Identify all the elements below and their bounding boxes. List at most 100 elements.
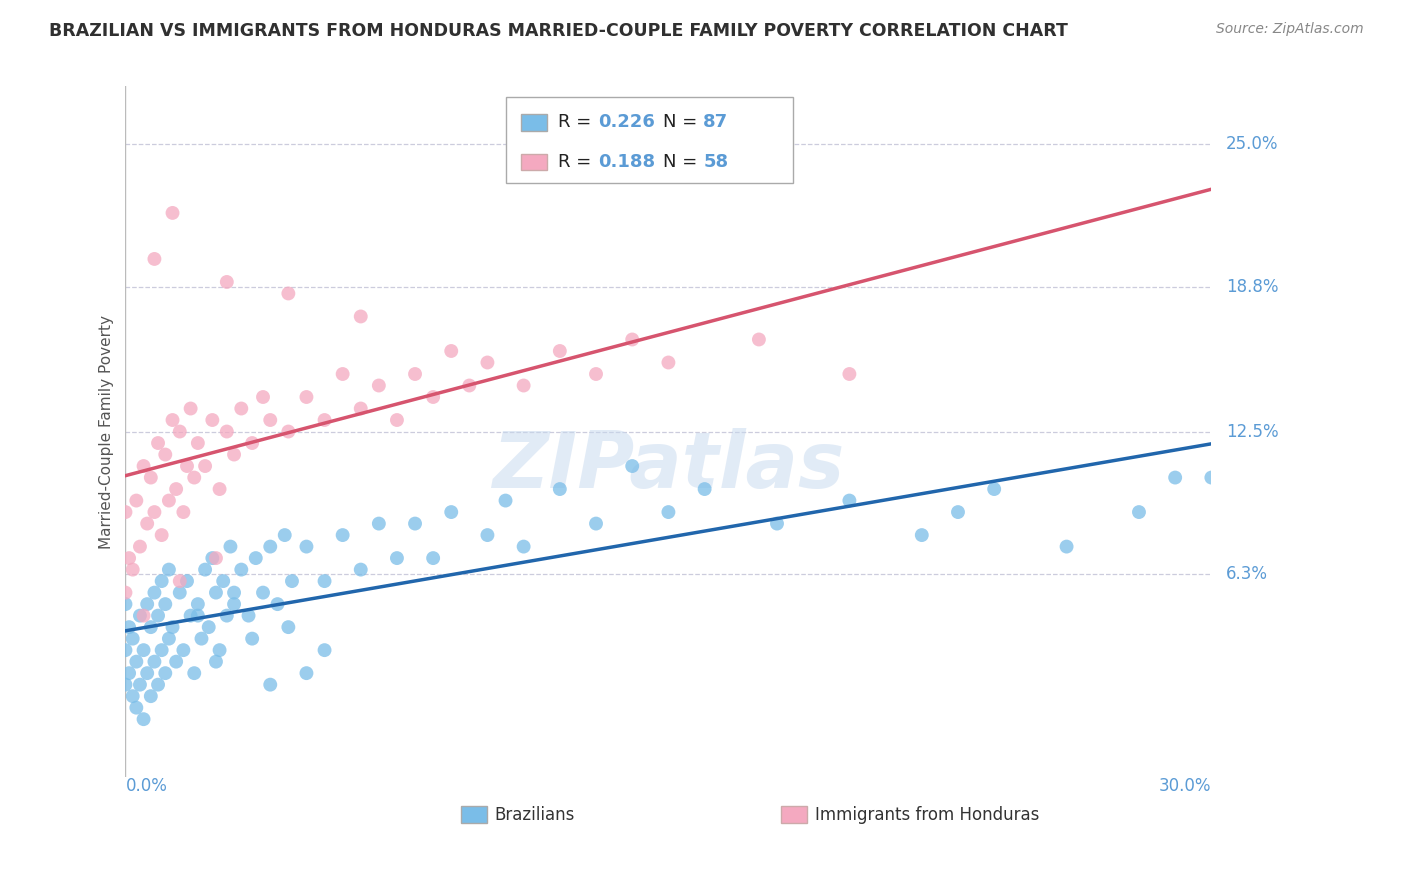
Point	[281, 574, 304, 588]
Point	[169, 574, 191, 588]
Point	[219, 540, 242, 554]
Point	[143, 252, 166, 266]
Point	[215, 275, 238, 289]
Text: 12.5%: 12.5%	[1226, 423, 1278, 441]
Point	[440, 505, 463, 519]
Point	[150, 643, 173, 657]
Point	[693, 482, 716, 496]
Point	[114, 643, 136, 657]
Point	[162, 206, 184, 220]
Point	[404, 516, 426, 531]
Point	[621, 333, 644, 347]
Text: N =: N =	[664, 113, 703, 131]
Point	[1201, 470, 1223, 484]
Point	[139, 620, 162, 634]
Y-axis label: Married-Couple Family Poverty: Married-Couple Family Poverty	[100, 315, 114, 549]
Text: 0.0%: 0.0%	[125, 777, 167, 795]
FancyBboxPatch shape	[506, 96, 793, 183]
Point	[385, 413, 408, 427]
Text: 0.188: 0.188	[598, 153, 655, 171]
Point	[1056, 540, 1078, 554]
Text: N =: N =	[664, 153, 703, 171]
Text: Source: ZipAtlas.com: Source: ZipAtlas.com	[1216, 22, 1364, 37]
Point	[512, 540, 534, 554]
FancyBboxPatch shape	[520, 153, 547, 170]
Point	[125, 700, 148, 714]
Point	[252, 390, 274, 404]
Point	[1128, 505, 1150, 519]
Point	[585, 516, 607, 531]
Point	[132, 643, 155, 657]
Point	[143, 655, 166, 669]
FancyBboxPatch shape	[461, 806, 486, 823]
Point	[838, 367, 860, 381]
Point	[118, 620, 141, 634]
Point	[155, 666, 177, 681]
Point	[512, 378, 534, 392]
Point	[136, 516, 159, 531]
Point	[240, 436, 263, 450]
Point	[295, 666, 318, 681]
Point	[314, 574, 336, 588]
Point	[132, 458, 155, 473]
Point	[548, 343, 571, 358]
Point	[172, 505, 194, 519]
Point	[274, 528, 297, 542]
Point	[136, 666, 159, 681]
Point	[114, 678, 136, 692]
Point	[176, 458, 198, 473]
Point	[125, 493, 148, 508]
Point	[222, 585, 245, 599]
FancyBboxPatch shape	[520, 114, 547, 131]
Text: 87: 87	[703, 113, 728, 131]
Point	[208, 482, 231, 496]
Point	[548, 482, 571, 496]
Point	[295, 540, 318, 554]
Point	[197, 620, 219, 634]
Point	[240, 632, 263, 646]
Point	[404, 367, 426, 381]
Point	[157, 493, 180, 508]
Point	[146, 608, 169, 623]
Point	[187, 597, 209, 611]
Point	[172, 643, 194, 657]
Point	[222, 448, 245, 462]
Point	[314, 413, 336, 427]
Point	[129, 540, 152, 554]
Point	[183, 666, 205, 681]
Point	[440, 343, 463, 358]
Point	[277, 286, 299, 301]
Point	[259, 413, 281, 427]
Point	[367, 516, 389, 531]
Point	[169, 585, 191, 599]
Point	[183, 470, 205, 484]
Point	[114, 505, 136, 519]
Point	[162, 620, 184, 634]
Point	[350, 563, 373, 577]
Text: 25.0%: 25.0%	[1226, 135, 1278, 153]
Point	[165, 482, 187, 496]
Point	[215, 608, 238, 623]
Point	[983, 482, 1005, 496]
Point	[766, 516, 789, 531]
Point	[205, 655, 228, 669]
Point	[114, 585, 136, 599]
Point	[259, 540, 281, 554]
Text: 30.0%: 30.0%	[1159, 777, 1212, 795]
Point	[129, 678, 152, 692]
Point	[157, 632, 180, 646]
Point	[657, 355, 679, 369]
Point	[458, 378, 481, 392]
Text: Immigrants from Honduras: Immigrants from Honduras	[815, 805, 1039, 823]
Point	[125, 655, 148, 669]
Point	[201, 551, 224, 566]
Point	[277, 425, 299, 439]
Point	[231, 401, 253, 416]
Point	[350, 401, 373, 416]
Point	[208, 643, 231, 657]
Text: R =: R =	[558, 153, 596, 171]
Point	[121, 689, 143, 703]
Point	[118, 666, 141, 681]
Point	[222, 597, 245, 611]
Point	[190, 632, 212, 646]
